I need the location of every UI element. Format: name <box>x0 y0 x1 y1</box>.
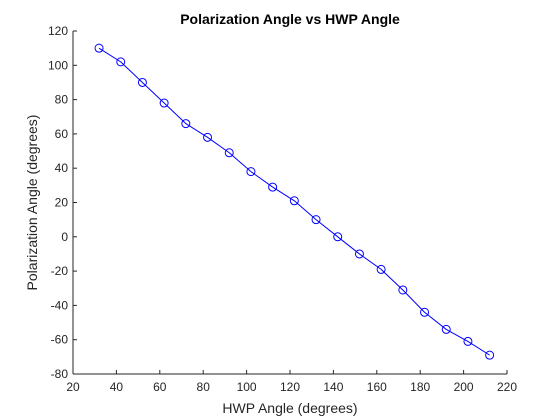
x-tick-label: 160 <box>367 380 387 394</box>
data-point <box>398 285 408 295</box>
data-point <box>289 196 299 206</box>
x-tick-label: 60 <box>153 380 167 394</box>
data-point <box>333 232 343 242</box>
series-group <box>94 43 495 360</box>
y-tick-label: -60 <box>51 333 69 347</box>
x-tick-label: 100 <box>237 380 257 394</box>
data-point <box>94 43 104 53</box>
y-tick-label: -20 <box>51 264 69 278</box>
x-axis-label: HWP Angle (degrees) <box>222 400 357 416</box>
plot-area <box>73 31 507 374</box>
x-tick-label: 180 <box>410 380 430 394</box>
series-line <box>98 47 490 356</box>
data-point <box>463 336 473 346</box>
x-tick-label: 80 <box>197 380 211 394</box>
y-tick-label: 60 <box>55 127 69 141</box>
y-tick-label: 0 <box>61 230 68 244</box>
data-point <box>354 249 364 259</box>
x-tick-label: 40 <box>110 380 124 394</box>
data-point <box>485 350 495 360</box>
y-tick-label: 120 <box>48 24 68 38</box>
y-tick-label: 80 <box>55 93 69 107</box>
x-tick-label: 120 <box>280 380 300 394</box>
data-point <box>268 182 278 192</box>
y-axis-label: Polarization Angle (degrees) <box>24 115 40 291</box>
y-tick-label: 40 <box>55 161 69 175</box>
data-point <box>420 307 430 317</box>
data-point <box>116 57 126 67</box>
data-point <box>224 148 234 158</box>
y-tick-label: -40 <box>51 298 69 312</box>
x-tick-label: 140 <box>323 380 343 394</box>
data-point <box>311 215 321 225</box>
data-point <box>246 167 256 177</box>
y-tick-label: 20 <box>55 196 69 210</box>
y-ticks: -80 -60 -40 -20 0 20 40 60 80 100 120 <box>48 24 77 381</box>
data-point <box>441 324 451 334</box>
data-point <box>181 119 191 129</box>
y-tick-label: -80 <box>51 367 69 381</box>
y-tick-label: 100 <box>48 58 68 72</box>
data-point <box>159 98 169 108</box>
x-ticks: 20 40 60 80 100 120 140 160 180 200 220 <box>66 370 517 394</box>
x-tick-label: 20 <box>66 380 80 394</box>
x-tick-label: 200 <box>454 380 474 394</box>
data-point <box>376 264 386 274</box>
x-tick-label: 220 <box>497 380 517 394</box>
chart-title: Polarization Angle vs HWP Angle <box>180 11 400 27</box>
data-point <box>203 132 213 142</box>
data-point <box>137 77 147 87</box>
